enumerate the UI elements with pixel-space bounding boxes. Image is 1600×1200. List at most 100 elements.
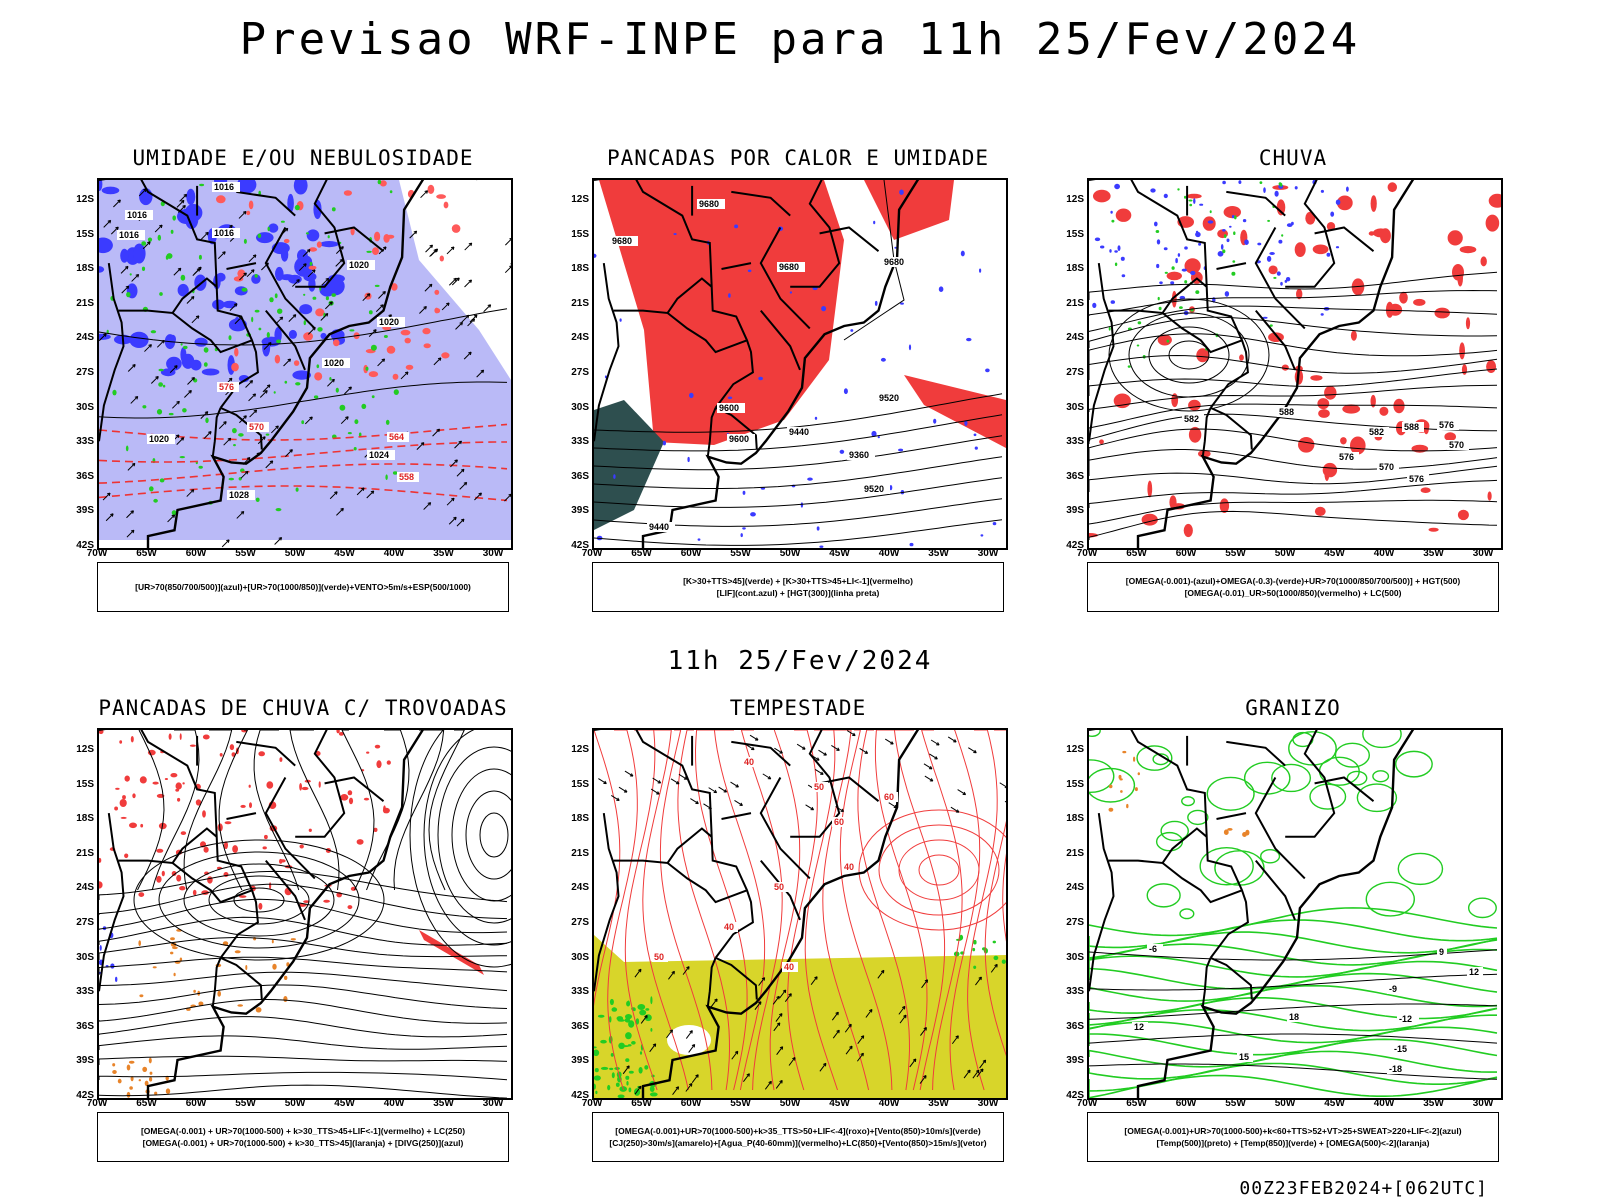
contour-label: 9600 — [719, 403, 739, 413]
lon-tick-label: 55W — [1225, 1098, 1246, 1109]
legend-line: [LIF](cont.azul) + [HGT(300)](linha pret… — [716, 588, 880, 598]
lat-tick-label: 39S — [1066, 1055, 1084, 1067]
lon-tick-label: 65W — [136, 548, 157, 559]
contour-label: 40 — [784, 962, 794, 972]
lat-tick-label: 36S — [76, 470, 94, 482]
panel-title-chuva: CHUVA — [1258, 146, 1328, 170]
lat-tick-label: 21S — [571, 297, 589, 309]
contour-label: 50 — [654, 952, 664, 962]
map-pancadas-calor: 9680 9680 9680 9680 9600 9520 9440 9360 9520 9440… — [592, 178, 1008, 550]
lon-tick-label: 60W — [185, 548, 207, 559]
contour-label: 576 — [1409, 474, 1424, 484]
lat-tick-label: 18S — [1066, 813, 1084, 825]
lat-tick-label: 21S — [76, 297, 94, 309]
lat-tick-label: 24S — [1066, 882, 1084, 894]
lon-tick-label: 35W — [928, 548, 949, 559]
lon-tick-label: 65W — [631, 548, 652, 559]
lon-tick-label: 50W — [779, 1098, 801, 1109]
lon-tick-label: 30W — [482, 548, 504, 559]
legend-line: [OMEGA(-0.01)_UR>50(1000/850)(vermelho) … — [1184, 588, 1402, 598]
lat-tick-label: 30S — [1066, 951, 1084, 963]
lat-tick-label: 36S — [76, 1020, 94, 1032]
lon-tick-label: 60W — [680, 1098, 702, 1109]
lon-tick-label: 35W — [1423, 1098, 1444, 1109]
lat-tick-label: 27S — [76, 917, 94, 928]
lat-tick-label: 27S — [1066, 367, 1084, 378]
lat-tick-label: 27S — [571, 917, 589, 928]
lat-tick-label: 15S — [1066, 778, 1084, 790]
lat-tick-label: 27S — [1066, 917, 1084, 928]
lat-tick-label: 21S — [1066, 847, 1084, 859]
lon-tick-label: 35W — [433, 548, 454, 559]
contour-label: 12 — [1134, 1022, 1144, 1032]
contour-label: 9520 — [864, 484, 884, 494]
contour-label: 570 — [1379, 462, 1394, 472]
contour-label: 50 — [774, 882, 784, 892]
lon-tick-label: 55W — [235, 548, 256, 559]
contour-label: 9360 — [849, 450, 869, 460]
lat-tick-label: 15S — [76, 778, 94, 790]
contour-label: 9440 — [789, 427, 809, 437]
main-title: Previsao WRF-INPE para 11h 25/Fev/2024 — [239, 14, 1361, 65]
lon-tick-label: 65W — [631, 1098, 652, 1109]
contour-label: 12 — [1469, 967, 1479, 977]
contour-label: 588 — [1279, 407, 1294, 417]
lon-tick-label: 50W — [779, 548, 801, 559]
contour-label: 1016 — [119, 230, 139, 240]
lat-tick-label: 39S — [571, 505, 589, 517]
lat-tick-label: 18S — [571, 263, 589, 275]
legend-pancadas-calor: [K>30+TTS>45](verde) + [K>30+TTS>45+LI<-… — [592, 562, 1004, 612]
lon-tick-label: 40W — [878, 1098, 900, 1109]
panel-title-tempestade: TEMPESTADE — [729, 696, 867, 720]
lon-tick-label: 70W — [86, 1098, 108, 1109]
contour-label: 1020 — [324, 358, 344, 368]
lon-tick-label: 55W — [730, 548, 751, 559]
legend-line: [OMEGA(-0.001)+UR>70(1000-500)+k<60+TTS>… — [1124, 1126, 1462, 1136]
contour-label: 1020 — [149, 434, 169, 444]
panel-title-umidade: UMIDADE E/OU NEBULOSIDADE — [132, 146, 474, 170]
panel-title-pancadas-calor: PANCADAS POR CALOR E UMIDADE — [606, 146, 989, 170]
contour-label: 9680 — [699, 199, 719, 209]
legend-line: [Temp(500)](preto) + [Temp(850)](verde) … — [1156, 1138, 1430, 1148]
lat-tick-label: 42S — [76, 540, 94, 551]
map-canvas-chuva: 588 582 576 570 588 582 576 570 576 — [1089, 180, 1501, 548]
legend-line: [OMEGA(-0.001) + UR>70(1000-500) + k>30_… — [142, 1138, 464, 1148]
contour-label: 40 — [844, 862, 854, 872]
lat-tick-label: 12S — [76, 194, 94, 205]
panel-title-granizo: GRANIZO — [1245, 696, 1341, 720]
panel-title-pancadas-trovoadas: PANCADAS DE CHUVA C/ TROVOADAS — [98, 696, 508, 720]
lon-tick-label: 40W — [1373, 548, 1395, 559]
lat-tick-label: 18S — [571, 813, 589, 825]
lon-tick-label: 30W — [1472, 548, 1494, 559]
model-run-label: 00Z23FEB2024+[062UTC] — [1239, 1178, 1488, 1199]
lat-tick-label: 15S — [1066, 228, 1084, 240]
lat-tick-label: 33S — [571, 436, 589, 448]
lon-tick-label: 50W — [1274, 1098, 1296, 1109]
lat-tick-label: 21S — [76, 847, 94, 859]
lon-tick-label: 45W — [334, 1098, 355, 1109]
lat-tick-label: 30S — [571, 951, 589, 963]
lat-tick-label: 24S — [76, 882, 94, 894]
lon-tick-label: 70W — [581, 548, 603, 559]
lat-tick-label: 12S — [571, 744, 589, 755]
lon-tick-label: 65W — [1126, 1098, 1147, 1109]
contour-label: 9440 — [649, 522, 669, 532]
lat-tick-label: 42S — [571, 540, 589, 551]
lat-tick-label: 33S — [571, 986, 589, 998]
lat-tick-label: 33S — [1066, 986, 1084, 998]
lon-tick-label: 40W — [383, 548, 405, 559]
lon-tick-label: 55W — [1225, 548, 1246, 559]
legend-umidade: [UR>70(850/700/500)](azul)+[UR>70(1000/8… — [97, 562, 509, 612]
lat-tick-label: 24S — [571, 882, 589, 894]
contour-label: 1020 — [349, 260, 369, 270]
contour-label: 576 — [1439, 420, 1454, 430]
forecast-time-label: 11h 25/Fev/2024 — [667, 646, 933, 676]
map-umidade: 1016 1016 1016 1016 1020 1020 1020 1020 1024 1028… — [97, 178, 513, 550]
lat-tick-label: 33S — [76, 436, 94, 448]
lon-tick-label: 65W — [136, 1098, 157, 1109]
lon-tick-label: 50W — [284, 548, 306, 559]
map-canvas-pancadas-trovoadas — [99, 730, 511, 1098]
contour-label: 9600 — [729, 434, 749, 444]
lon-tick-label: 30W — [1472, 1098, 1494, 1109]
lat-tick-label: 42S — [1066, 1090, 1084, 1101]
